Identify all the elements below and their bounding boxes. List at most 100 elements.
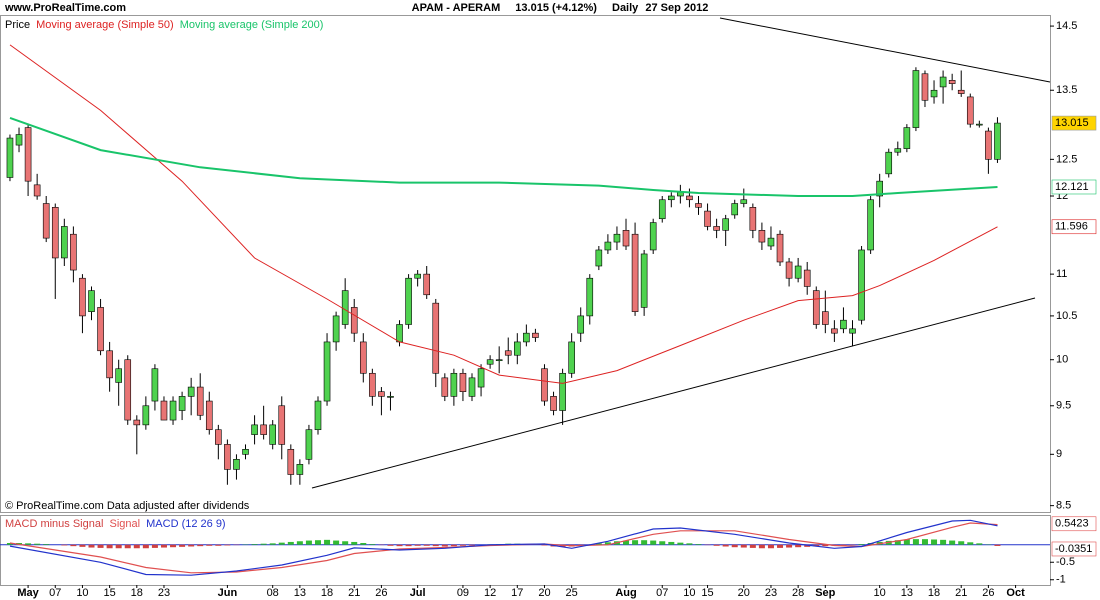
histogram-bar: [414, 544, 421, 546]
candle-body: [61, 226, 68, 259]
x-tick-label: 07: [656, 587, 668, 599]
histogram-bar: [133, 544, 140, 549]
histogram-bar: [423, 544, 430, 546]
candle-body: [142, 405, 150, 426]
histogram-bar: [632, 540, 639, 545]
histogram-bar: [686, 543, 693, 545]
x-tick-label: 18: [928, 587, 940, 599]
value-badge-box: [1051, 115, 1097, 131]
y-tick-label: -1: [1056, 574, 1066, 586]
candle-body: [269, 424, 276, 445]
x-tick-label: Jun: [218, 587, 238, 599]
x-tick-label: 12: [484, 587, 496, 599]
x-tick-label: 20: [738, 587, 750, 599]
histogram-bar: [604, 542, 611, 545]
histogram-bar: [595, 543, 602, 545]
candle-body: [822, 311, 829, 325]
candle-body: [468, 377, 476, 397]
candle-body: [106, 350, 113, 379]
histogram-bar: [88, 544, 95, 548]
candle-body: [450, 372, 458, 397]
candle-body: [205, 400, 213, 431]
legend-signal: Signal: [109, 518, 140, 530]
candle-body: [178, 396, 186, 411]
histogram-bar: [740, 544, 747, 548]
candle-body: [459, 372, 467, 393]
x-tick-label: 15: [701, 587, 713, 599]
histogram-bar: [160, 544, 167, 548]
candle-body: [6, 137, 14, 178]
histogram-bar: [97, 544, 104, 548]
histogram-bar: [469, 544, 476, 546]
trend-line: [311, 297, 1036, 489]
x-tick-label: 13: [294, 587, 306, 599]
histogram-bar: [61, 544, 68, 546]
histogram-bar: [541, 544, 548, 546]
candle-body: [513, 341, 521, 356]
x-tick-label: 18: [321, 587, 333, 599]
x-tick-label: 21: [348, 587, 360, 599]
candle-body: [767, 237, 775, 247]
histogram-bar: [124, 544, 131, 549]
value-badge: 11.596: [1055, 221, 1088, 233]
value-badge: 0.5423: [1055, 518, 1089, 530]
candle-body: [414, 273, 421, 279]
histogram-bar: [758, 544, 765, 549]
y-tick-label: 9: [1056, 448, 1062, 460]
candle-body: [233, 459, 240, 470]
histogram-bar: [976, 543, 983, 545]
histogram-bar: [79, 544, 86, 547]
histogram-bar: [405, 544, 412, 547]
x-tick-label: 17: [511, 587, 523, 599]
histogram-bar: [450, 544, 457, 547]
y-tick-label: -0.5: [1056, 556, 1075, 568]
candle-body: [668, 195, 675, 201]
candle-body: [341, 290, 349, 325]
candle-body: [215, 429, 222, 445]
histogram-bar: [822, 544, 829, 547]
histogram-bar: [921, 539, 928, 545]
quote: 13.015 (+4.12%): [515, 2, 597, 14]
histogram-bar: [305, 540, 312, 545]
histogram-bar: [767, 544, 774, 549]
candle-body: [640, 253, 648, 308]
x-tick-label: 25: [566, 587, 578, 599]
histogram-bar: [931, 539, 938, 545]
histogram-bar: [804, 544, 811, 547]
x-tick-label: 10: [874, 587, 886, 599]
y-tick-label: 9.5: [1056, 400, 1071, 412]
value-badge-box: [1051, 516, 1097, 532]
trend-line: [719, 17, 1051, 83]
candle-body: [396, 324, 403, 343]
candle-body: [332, 315, 340, 343]
candle-body: [305, 429, 313, 460]
legend-macd: MACD (12 26 9): [146, 518, 225, 530]
histogram-bar: [387, 544, 394, 546]
candle-body: [568, 341, 575, 374]
candle-body: [686, 195, 693, 201]
histogram-bar: [170, 544, 177, 548]
candle-body: [613, 233, 621, 243]
histogram-bar: [360, 543, 367, 545]
candle-body: [550, 396, 557, 411]
y-tick-label: 10.5: [1056, 310, 1077, 322]
histogram-bar: [269, 543, 276, 545]
histogram-bar: [659, 541, 666, 545]
candle-body: [79, 277, 86, 317]
histogram-bar: [858, 544, 865, 545]
histogram-bar: [115, 544, 122, 549]
candle-body: [160, 400, 168, 421]
candle-body: [948, 80, 956, 84]
histogram-bar: [151, 544, 158, 548]
histogram-bar: [641, 540, 648, 545]
candle-body: [812, 290, 820, 325]
y-tick-label: 13.5: [1056, 84, 1077, 96]
histogram-bar: [668, 541, 675, 545]
candle-body: [477, 368, 485, 388]
histogram-bar: [206, 544, 213, 546]
candle-body: [695, 203, 702, 208]
candle-body: [604, 241, 612, 251]
candle-body: [169, 400, 177, 421]
candle-body: [287, 449, 295, 475]
